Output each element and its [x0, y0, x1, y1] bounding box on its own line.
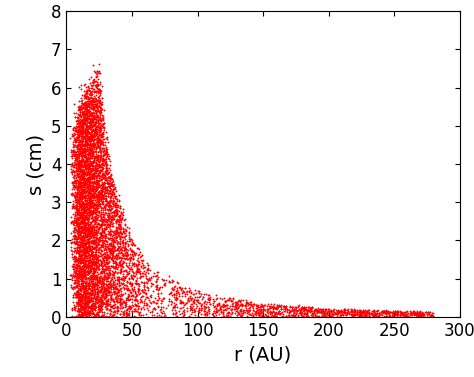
Y-axis label: s (cm): s (cm) [27, 133, 46, 195]
X-axis label: r (AU): r (AU) [235, 345, 292, 364]
